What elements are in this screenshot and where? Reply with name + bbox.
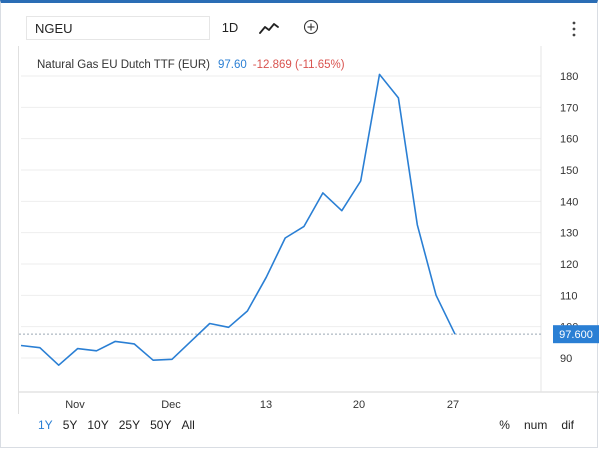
x-tick-label: Nov: [65, 399, 85, 411]
range-selector: 1Y 5Y 10Y 25Y 50Y All: [38, 418, 205, 434]
interval-button[interactable]: 1D: [221, 20, 239, 35]
more-options-button[interactable]: [570, 18, 578, 40]
scale-mode-dif[interactable]: dif: [561, 418, 574, 432]
vertical-dots-icon: [572, 21, 576, 37]
range-button-10y[interactable]: 10Y: [87, 418, 109, 432]
y-tick-label: 170: [560, 102, 578, 114]
scale-mode-num[interactable]: num: [523, 418, 548, 432]
range-button-50y[interactable]: 50Y: [150, 418, 172, 432]
y-tick-label: 110: [560, 290, 578, 302]
y-tick-label: 140: [560, 196, 578, 208]
y-tick-label: 130: [560, 228, 578, 240]
chart-type-button[interactable]: [256, 16, 282, 40]
chart-toolbar: 1D: [18, 10, 588, 40]
last-price-tag: [553, 325, 599, 344]
x-tick-label: 13: [260, 399, 272, 411]
range-button-5y[interactable]: 5Y: [62, 418, 78, 432]
chart-legend: Natural Gas EU Dutch TTF (EUR) 97.60 -12.8…: [37, 59, 345, 71]
instrument-name: Natural Gas EU Dutch TTF (EUR): [37, 59, 210, 71]
x-tick-label: 27: [447, 399, 459, 411]
price-chart[interactable]: 90100110120130140150160170180NovDec13202…: [18, 46, 599, 414]
symbol-search-input[interactable]: [26, 16, 210, 40]
y-tick-label: 90: [560, 353, 572, 365]
y-tick-label: 180: [560, 71, 578, 83]
scale-mode-selector: % num dif: [485, 418, 574, 434]
plus-circle-icon: [303, 19, 319, 35]
price-chart-svg: 90100110120130140150160170180NovDec13202…: [19, 46, 599, 411]
scale-mode-percent[interactable]: %: [499, 418, 510, 432]
range-button-25y[interactable]: 25Y: [118, 418, 141, 432]
y-tick-label: 160: [560, 134, 578, 146]
range-button-1y[interactable]: 1Y: [38, 418, 53, 432]
x-tick-label: Dec: [161, 399, 181, 411]
y-tick-label: 120: [560, 259, 578, 271]
add-indicator-button[interactable]: [300, 16, 322, 40]
y-tick-label: 150: [560, 165, 578, 177]
price-series-line: [20, 73, 456, 367]
x-tick-label: 20: [353, 399, 365, 411]
price-change: -12.869 (-11.65%): [252, 59, 345, 71]
line-chart-icon: [259, 23, 279, 34]
last-price-tag-label: 97.600: [559, 329, 593, 341]
range-button-all[interactable]: All: [181, 418, 195, 432]
last-price: 97.60: [217, 59, 247, 71]
